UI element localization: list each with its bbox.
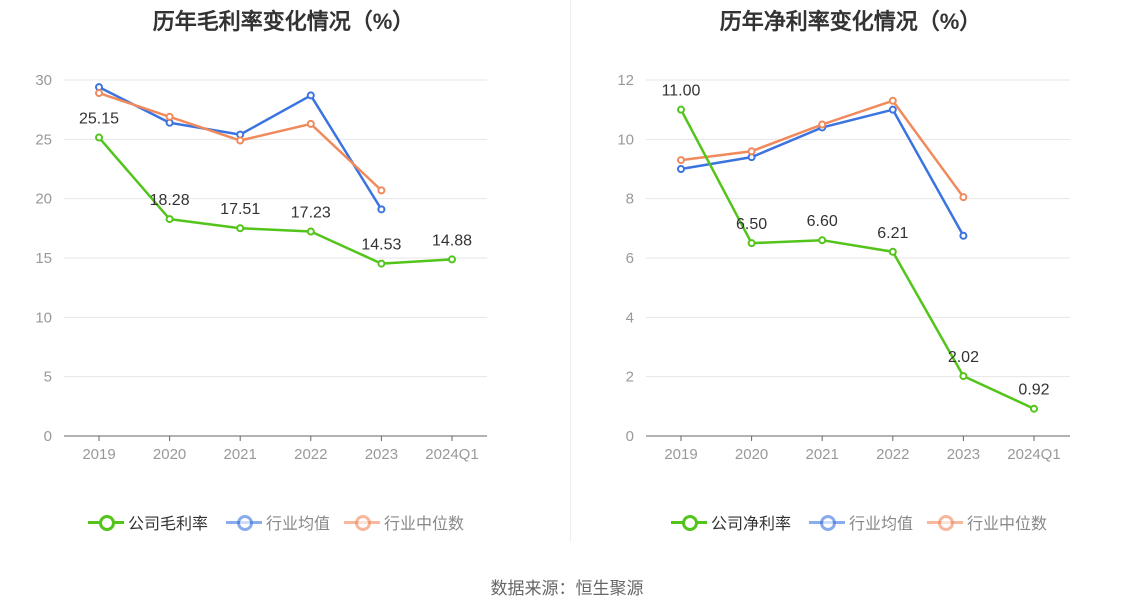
data-point bbox=[747, 239, 756, 248]
legend-marker-icon bbox=[809, 512, 845, 532]
data-source-note: 数据来源：恒生聚源 bbox=[490, 579, 644, 598]
data-point bbox=[165, 215, 174, 224]
x-tick-label: 2021 bbox=[806, 446, 839, 463]
data-point bbox=[677, 156, 685, 165]
data-point bbox=[677, 165, 685, 173]
chart-title: 历年毛利率变化情况（%） bbox=[152, 9, 415, 34]
legend-label: 行业均值 bbox=[266, 516, 331, 533]
x-tick-label: 2019 bbox=[82, 446, 115, 463]
x-tick-label: 2019 bbox=[664, 446, 697, 463]
series-line bbox=[680, 99, 965, 198]
data-point bbox=[888, 96, 897, 105]
data-point bbox=[677, 105, 685, 114]
legend-item[interactable]: 行业均值 bbox=[809, 509, 913, 535]
y-tick-label: 5 bbox=[44, 369, 52, 386]
data-point bbox=[959, 372, 968, 381]
y-tick-label: 0 bbox=[626, 428, 634, 445]
data-point bbox=[306, 91, 315, 100]
x-tick-label: 2024Q1 bbox=[1007, 446, 1060, 463]
data-label: 0.92 bbox=[1018, 382, 1049, 399]
data-label: 14.88 bbox=[432, 232, 472, 249]
chart-plot: 0 5 10 15 20 25 30 2019 2020 2021 2022 2023 2024Q1 25… bbox=[35, 72, 487, 463]
legend-label: 行业均值 bbox=[849, 516, 914, 533]
x-tick-label: 2021 bbox=[224, 446, 257, 463]
series-line bbox=[98, 136, 453, 265]
data-point bbox=[95, 133, 103, 142]
chart-plot: 0 2 4 6 8 10 12 2019 2020 2021 2022 2023 2024Q1 11.00… bbox=[617, 72, 1070, 463]
data-point bbox=[959, 231, 968, 240]
data-label: 2.02 bbox=[948, 349, 979, 366]
data-label: 11.00 bbox=[662, 83, 701, 100]
y-tick-label: 8 bbox=[626, 191, 634, 208]
y-tick-label: 30 bbox=[35, 72, 52, 89]
data-label: 17.23 bbox=[291, 205, 331, 222]
data-point bbox=[1030, 404, 1038, 413]
x-tick-label: 2022 bbox=[876, 446, 909, 463]
legend-item[interactable]: 行业中位数 bbox=[927, 509, 1047, 535]
legend-marker-icon bbox=[671, 512, 707, 532]
legend-marker-icon bbox=[344, 512, 380, 532]
y-tick-label: 20 bbox=[35, 191, 52, 208]
data-point bbox=[818, 120, 827, 129]
y-tick-label: 25 bbox=[35, 131, 52, 148]
series-line bbox=[679, 109, 1035, 410]
legend-marker-icon bbox=[226, 512, 262, 532]
y-tick-label: 10 bbox=[617, 131, 634, 148]
chart-panel-net-margin: 历年净利率变化情况（%） 0 2 4 6 8 10 12 2019 2020 2021 2022 20… bbox=[567, 0, 1134, 560]
legend-label: 行业中位数 bbox=[967, 516, 1048, 533]
data-point bbox=[448, 255, 456, 264]
x-tick-label: 2023 bbox=[947, 446, 980, 463]
data-point bbox=[888, 247, 897, 256]
data-point bbox=[888, 105, 897, 114]
y-tick-label: 6 bbox=[626, 250, 634, 267]
chart-panel-gross-margin: 历年毛利率变化情况（%） 0 5 10 15 20 25 30 2019 2020 2021 202… bbox=[0, 0, 567, 560]
data-point bbox=[377, 259, 386, 268]
y-tick-label: 4 bbox=[626, 309, 634, 326]
legend-label: 行业中位数 bbox=[384, 516, 465, 533]
data-point bbox=[959, 193, 968, 202]
x-tick-label: 2020 bbox=[153, 446, 186, 463]
chart-legend: 公司毛利率 行业均值 行业中位数 bbox=[0, 509, 567, 535]
legend-marker-icon bbox=[927, 512, 963, 532]
data-label: 18.28 bbox=[150, 192, 190, 209]
x-tick-label: 2024Q1 bbox=[425, 446, 478, 463]
data-point bbox=[236, 136, 245, 145]
y-tick-label: 10 bbox=[35, 309, 52, 326]
y-tick-label: 0 bbox=[44, 428, 52, 445]
data-label: 6.21 bbox=[877, 225, 908, 242]
legend-label: 公司净利率 bbox=[711, 516, 792, 533]
data-point bbox=[377, 205, 386, 214]
data-label: 6.50 bbox=[736, 216, 767, 233]
chart-title: 历年净利率变化情况（%） bbox=[719, 9, 982, 34]
legend-label: 公司毛利率 bbox=[128, 516, 209, 533]
data-point bbox=[747, 147, 756, 156]
y-tick-label: 15 bbox=[35, 250, 52, 267]
x-tick-label: 2022 bbox=[294, 446, 327, 463]
y-tick-label: 12 bbox=[617, 72, 634, 89]
data-label: 6.60 bbox=[807, 213, 838, 230]
data-label: 14.53 bbox=[361, 237, 401, 254]
x-tick-label: 2020 bbox=[735, 446, 768, 463]
x-tick-label: 2023 bbox=[365, 446, 398, 463]
data-label: 25.15 bbox=[79, 111, 119, 128]
data-point bbox=[818, 236, 827, 245]
y-tick-label: 2 bbox=[626, 369, 634, 386]
series-line bbox=[98, 86, 383, 211]
data-point bbox=[306, 227, 315, 236]
legend-item[interactable]: 公司净利率 bbox=[671, 509, 791, 535]
data-point bbox=[306, 119, 315, 128]
legend-item[interactable]: 行业中位数 bbox=[344, 509, 464, 535]
data-point bbox=[236, 224, 245, 233]
legend-marker-icon bbox=[88, 512, 124, 532]
chart-legend: 公司净利率 行业均值 行业中位数 bbox=[567, 509, 1134, 535]
legend-item[interactable]: 公司毛利率 bbox=[88, 509, 208, 535]
legend-item[interactable]: 行业均值 bbox=[226, 509, 330, 535]
panel-divider bbox=[570, 0, 571, 542]
data-point bbox=[165, 112, 174, 121]
data-label: 17.51 bbox=[220, 201, 260, 218]
data-point bbox=[95, 89, 103, 98]
data-point bbox=[377, 186, 386, 195]
